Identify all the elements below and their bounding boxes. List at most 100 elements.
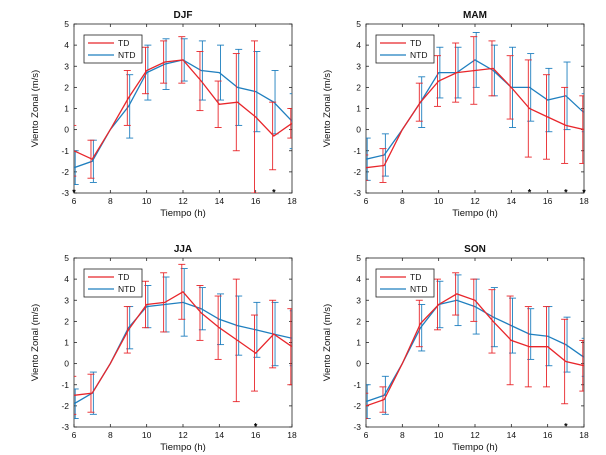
y-tick-label: 5 [64,19,69,29]
y-tick-label: 0 [356,359,361,369]
legend-label-td: TD [118,38,129,48]
x-tick-label: 10 [142,196,152,206]
y-tick-label: 1 [356,104,361,114]
series-line [366,67,584,169]
significance-star: * [254,422,258,432]
x-tick-label: 10 [434,430,444,440]
y-tick-label: 4 [356,274,361,284]
x-tick-label: 8 [108,430,113,440]
y-tick-label: 0 [64,359,69,369]
x-tick-label: 16 [251,196,261,206]
legend: TD NTD [375,34,435,64]
y-tick-label: 3 [356,61,361,71]
x-tick-label: 12 [470,196,480,206]
significance-star: * [564,188,568,198]
y-tick-label: -1 [353,380,361,390]
y-tick-label: -2 [61,167,69,177]
panel-title: SON [464,244,486,255]
y-tick-label: 0 [356,125,361,135]
y-tick-label: 2 [64,82,69,92]
y-axis-label: Viento Zonal (m/s) [30,70,41,147]
y-tick-label: -1 [61,146,69,156]
x-tick-label: 12 [178,430,188,440]
x-tick-label: 18 [579,430,589,440]
y-tick-label: 3 [64,295,69,305]
y-tick-label: -1 [353,146,361,156]
x-tick-label: 16 [251,430,261,440]
legend-box [375,268,435,298]
series-line [74,301,292,405]
y-tick-label: -3 [353,422,361,432]
legend-label-ntd: NTD [410,284,427,294]
legend-label-td: TD [118,272,129,282]
x-tick-label: 12 [470,430,480,440]
x-tick-label: 18 [287,196,297,206]
legend-label-td: TD [410,38,421,48]
series-line [366,293,584,407]
x-tick-label: 8 [400,430,405,440]
y-tick-label: 4 [64,274,69,284]
legend-label-ntd: NTD [118,50,135,60]
y-axis-label: Viento Zonal (m/s) [322,304,333,381]
significance-star: * [564,422,568,432]
legend-box [83,268,143,298]
y-tick-label: -1 [61,380,69,390]
x-tick-label: 14 [507,430,517,440]
x-tick-label: 10 [142,430,152,440]
panel-title: DJF [174,10,193,21]
significance-star: * [528,188,532,198]
x-tick-label: 14 [215,196,225,206]
x-tick-label: 18 [579,196,589,206]
x-tick-label: 16 [543,430,553,440]
y-tick-label: -2 [353,401,361,411]
x-axis-label: Tiempo (h) [452,208,498,219]
series-td [74,36,292,193]
y-tick-label: 3 [356,295,361,305]
x-tick-label: 6 [72,430,77,440]
x-tick-label: 16 [543,196,553,206]
series-line [366,59,584,160]
plot-data [74,36,292,193]
legend-label-ntd: NTD [118,284,135,294]
series-line [74,59,292,169]
x-tick-label: 8 [108,196,113,206]
x-tick-label: 18 [287,430,297,440]
x-tick-label: 10 [434,196,444,206]
y-tick-label: 4 [356,40,361,50]
legend-label-td: TD [410,272,421,282]
significance-star: * [72,188,76,198]
x-axis-label: Tiempo (h) [160,208,206,219]
y-tick-label: 5 [64,253,69,263]
x-tick-label: 6 [364,196,369,206]
series-line [74,59,292,161]
series-td [366,272,584,419]
legend-box [375,34,435,64]
legend: TD NTD [83,268,143,298]
y-tick-label: 0 [64,125,69,135]
legend-label-ntd: NTD [410,50,427,60]
y-tick-label: 1 [64,104,69,114]
y-tick-label: 5 [356,253,361,263]
y-tick-label: 1 [64,338,69,348]
y-tick-label: 4 [64,40,69,50]
x-tick-label: 14 [507,196,517,206]
y-tick-label: 3 [64,61,69,71]
x-tick-label: 12 [178,196,188,206]
y-tick-label: -3 [61,422,69,432]
plot-data [366,32,584,183]
plot-data [366,272,584,419]
y-tick-label: -3 [61,188,69,198]
y-tick-label: 1 [356,338,361,348]
x-tick-label: 6 [72,196,77,206]
panel-title: JJA [174,244,192,255]
legend-box [83,34,143,64]
series-td [74,263,292,415]
series-td [366,36,584,183]
y-axis-label: Viento Zonal (m/s) [322,70,333,147]
legend: TD NTD [83,34,143,64]
